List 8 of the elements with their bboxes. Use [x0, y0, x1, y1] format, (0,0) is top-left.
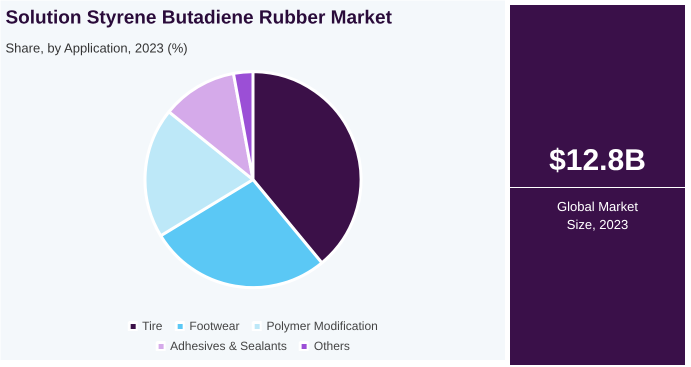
chart-title: Solution Styrene Butadiene Rubber Market [6, 8, 393, 28]
chart-subtitle: Share, by Application, 2023 (%) [6, 40, 188, 56]
legend-label: Adhesives & Sealants [170, 339, 287, 353]
legend-label: Others [314, 339, 350, 353]
legend-label: Polymer Modification [266, 319, 378, 333]
picture-side-panel: $12.8B Global Market Size, 2023 [510, 5, 685, 365]
legend-label: Tire [142, 319, 162, 333]
legend-label: Footwear [189, 319, 240, 333]
